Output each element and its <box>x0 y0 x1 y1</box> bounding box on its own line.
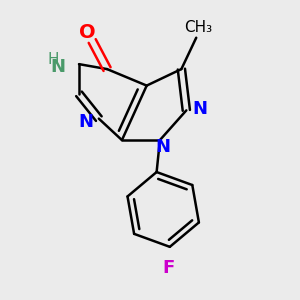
Text: F: F <box>162 259 174 277</box>
Text: H: H <box>47 52 59 67</box>
Text: N: N <box>51 58 66 76</box>
Text: CH₃: CH₃ <box>184 20 212 35</box>
Text: N: N <box>156 138 171 156</box>
Text: N: N <box>192 100 207 118</box>
Text: O: O <box>79 23 96 42</box>
Text: N: N <box>78 113 93 131</box>
